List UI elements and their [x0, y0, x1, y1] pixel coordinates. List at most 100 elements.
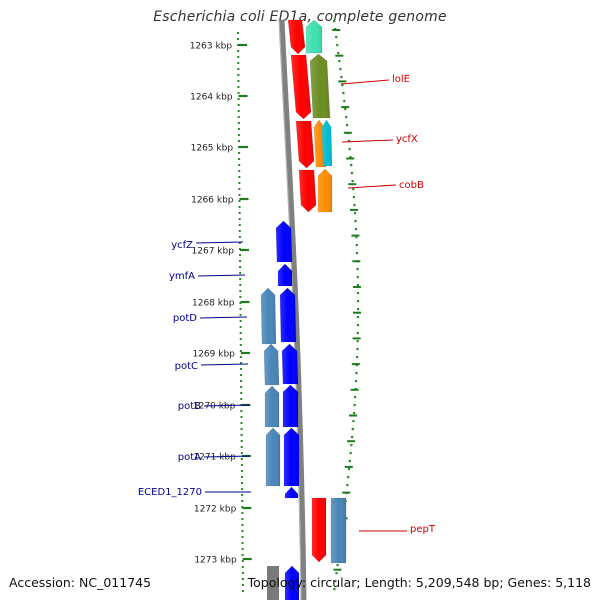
gene-arrow-shade	[306, 20, 322, 53]
gene-arrow-shade	[285, 566, 299, 600]
ruler-dot	[356, 356, 359, 359]
gene-features	[260, 19, 347, 600]
ruler-dot	[238, 206, 241, 208]
gene-arrow-shade	[291, 55, 311, 119]
ruler-dot	[238, 212, 241, 214]
ruler-dot	[347, 140, 350, 143]
ruler-dot	[240, 440, 243, 442]
ruler-dot	[240, 410, 243, 412]
ruler-dot	[346, 124, 349, 127]
ruler-dot	[352, 412, 356, 415]
gene-arrow-shade	[312, 498, 326, 562]
gene-label: potB	[178, 401, 201, 412]
ruler-dot	[355, 244, 358, 247]
ruler-dot	[240, 452, 243, 454]
ruler-dot	[240, 416, 243, 418]
ruler-dot	[238, 248, 241, 250]
ruler-dot	[240, 386, 243, 388]
ruler-dot	[338, 60, 341, 63]
ruler-dot	[238, 242, 241, 244]
ruler-dot	[240, 446, 243, 448]
ruler-dot	[237, 74, 240, 76]
ruler-dot	[238, 194, 241, 196]
gene-arrow-shade	[280, 288, 296, 342]
ruler-dot	[237, 122, 240, 124]
ruler-tick-label: 1272 kbp	[194, 505, 237, 515]
ruler-dot	[239, 338, 242, 340]
ruler-dot	[351, 428, 354, 431]
gene-label: pepT	[410, 524, 436, 535]
gene-arrow-shade	[285, 487, 298, 498]
ruler-dot	[238, 230, 241, 232]
ruler-dot	[354, 228, 358, 231]
ruler-dot	[238, 158, 241, 160]
gene-label: potC	[175, 361, 198, 372]
ruler-dot	[240, 434, 243, 436]
ruler-dot	[336, 44, 339, 47]
ruler-dot	[241, 518, 244, 520]
gene-label-leader	[340, 79, 390, 85]
ruler-dot	[334, 580, 337, 583]
gene-label: ycfX	[396, 134, 418, 145]
ruler-dot	[340, 76, 343, 79]
ruler-dot	[356, 340, 359, 343]
ruler-tick-label: 1268 kbp	[192, 299, 235, 309]
ruler-dot	[238, 224, 241, 226]
ruler-dot	[240, 464, 243, 466]
ruler-dot	[238, 146, 241, 148]
ruler-dot	[237, 104, 240, 106]
partial-feature-grey	[267, 566, 279, 600]
ruler-dot	[240, 398, 243, 400]
gene-arrow-shade	[278, 264, 292, 286]
ruler-tick-label: 1267 kbp	[192, 247, 235, 257]
ruler-dot	[237, 116, 240, 118]
gene-arrow-shade	[265, 386, 279, 427]
ruler-dot	[240, 374, 243, 376]
ruler-dot	[356, 316, 360, 319]
ruler-dot	[356, 292, 360, 295]
ruler-dot	[239, 362, 242, 364]
ruler-dot	[240, 422, 243, 424]
ruler-dot	[349, 156, 352, 159]
ruler-dot	[241, 542, 244, 544]
ruler-dot	[240, 380, 243, 382]
ruler-dot	[241, 482, 244, 484]
ruler-dot	[356, 332, 359, 335]
ruler-dot	[237, 68, 240, 70]
ruler-dot	[238, 182, 241, 184]
gene-label: potA	[178, 452, 201, 463]
ruler-dot	[237, 44, 240, 46]
ruler-dot	[239, 308, 242, 310]
gene-labels: lolE ycfX cobB ycfZ ymfA potD potC potB potA ECED…	[138, 74, 436, 535]
ruler-dot	[356, 276, 359, 279]
ruler-dot	[237, 110, 240, 112]
ruler-dot	[240, 458, 243, 460]
ruler-dot	[239, 326, 242, 328]
ruler-dot	[237, 50, 240, 52]
ruler-dot	[356, 308, 360, 311]
ruler-dot	[356, 268, 359, 271]
gene-label-leader	[347, 184, 397, 189]
gene-arrow-shade	[288, 20, 305, 54]
ruler-dot	[353, 212, 357, 215]
ruler-dot	[336, 564, 339, 567]
ruler-dot	[352, 188, 355, 191]
ruler-dot	[339, 68, 342, 71]
ruler-dot	[239, 332, 242, 334]
ruler-tick-label: 1270 kbp	[193, 402, 236, 412]
ruler-dot	[240, 392, 243, 394]
ruler-dot	[241, 536, 244, 538]
ruler-dot	[239, 296, 242, 298]
ruler-dot	[354, 380, 358, 383]
ruler-dot	[238, 170, 241, 172]
ruler-dot	[241, 488, 244, 490]
ruler-dot	[351, 436, 354, 439]
ruler: 1263 kbp 1264 kbp 1265 kbp 1266 kbp 1267 kbp…	[190, 20, 361, 592]
gene-arrow-shade	[322, 120, 332, 166]
ruler-dot	[239, 350, 242, 352]
ruler-dot	[353, 204, 356, 207]
ruler-tick-label: 1271 kbp	[193, 453, 236, 463]
ruler-dot	[354, 220, 357, 223]
gene-arrow-shade	[276, 221, 292, 262]
